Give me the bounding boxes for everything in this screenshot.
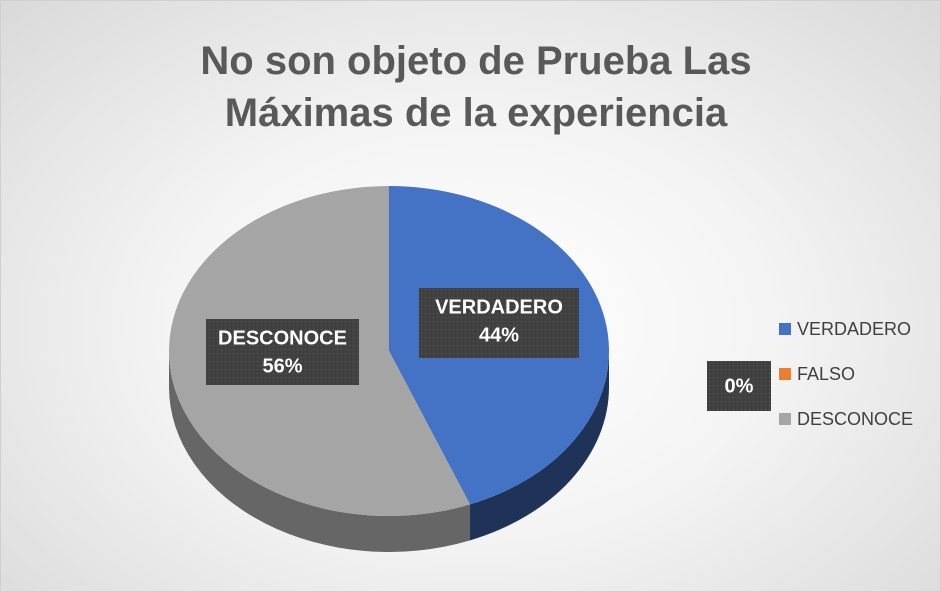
legend-label: DESCONOCE	[797, 409, 913, 429]
slice-side	[469, 351, 609, 541]
data-label-category: DESCONOCE	[218, 327, 347, 349]
data-label-box	[206, 319, 359, 385]
data-label-value: 0%	[725, 375, 754, 397]
legend-swatch	[779, 323, 791, 335]
chart-title: No son objeto de Prueba Las Máximas de l…	[200, 39, 752, 135]
legend-label: FALSO	[797, 364, 855, 384]
slice-side	[169, 351, 470, 553]
data-label-box	[707, 361, 771, 411]
data-label-value: 56%	[262, 355, 302, 377]
legend-label: VERDADERO	[797, 319, 911, 339]
data-label-value: 44%	[479, 324, 519, 346]
data-label-box	[419, 288, 579, 358]
data-label-category: VERDADERO	[435, 296, 563, 318]
legend-swatch	[779, 368, 791, 380]
legend-swatch	[779, 413, 791, 425]
